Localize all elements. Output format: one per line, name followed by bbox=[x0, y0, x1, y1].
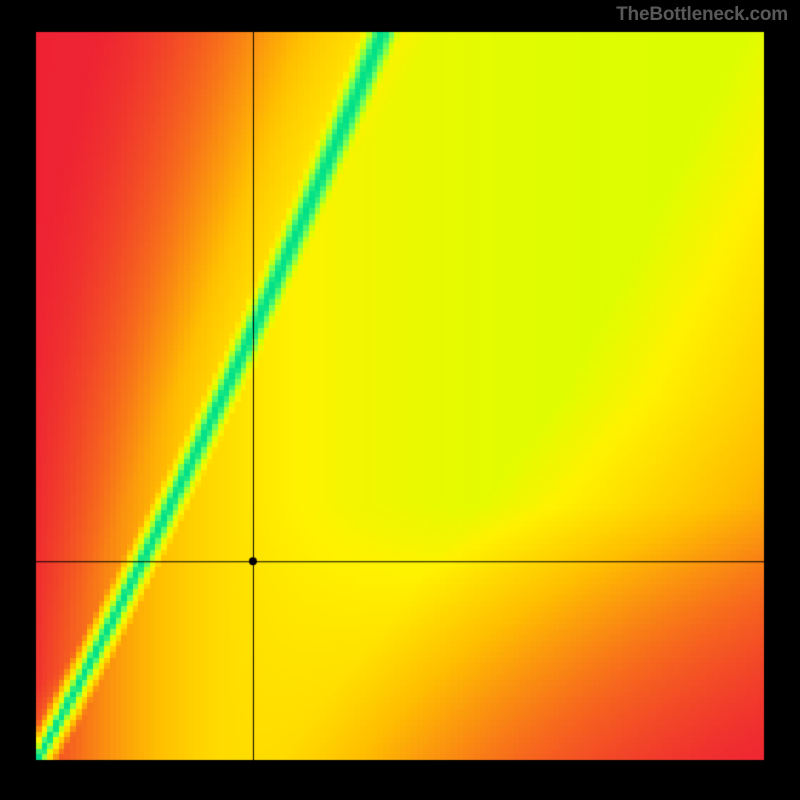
bottleneck-heatmap-canvas bbox=[0, 0, 800, 800]
chart-container: TheBottleneck.com bbox=[0, 0, 800, 800]
attribution-label: TheBottleneck.com bbox=[616, 4, 788, 26]
